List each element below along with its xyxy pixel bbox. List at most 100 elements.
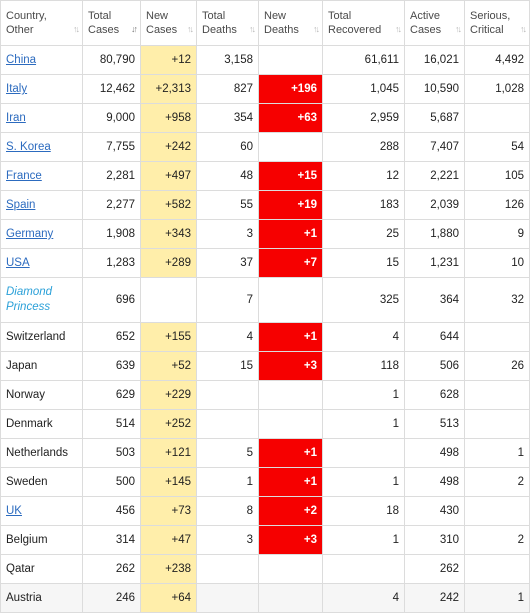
total-cases-cell: 246 <box>82 583 141 613</box>
total-cases-cell: 639 <box>82 351 141 381</box>
country-cell: Italy <box>0 74 83 104</box>
active-cases-cell: 2,039 <box>404 190 465 220</box>
new-deaths-cell <box>258 583 323 613</box>
table-row: Denmark 514 +252 1 513 <box>0 409 530 439</box>
new-cases-cell: +121 <box>140 438 197 468</box>
country-cell: USA <box>0 248 83 278</box>
new-deaths-cell: +15 <box>258 161 323 191</box>
country-link[interactable]: Spain <box>6 199 36 211</box>
new-cases-cell: +343 <box>140 219 197 249</box>
new-deaths-cell: +19 <box>258 190 323 220</box>
column-header-new-cases[interactable]: New Cases ↑↓ <box>140 0 197 46</box>
serious-critical-cell: 9 <box>464 219 530 249</box>
table-row: Japan 639 +52 15 +3 118 506 26 <box>0 351 530 381</box>
total-deaths-cell <box>196 583 259 613</box>
country-cell: Japan <box>0 351 83 381</box>
sort-icon: ↑↓ <box>313 24 320 34</box>
country-link[interactable]: China <box>6 54 37 66</box>
column-header-label: Total Deaths <box>202 10 237 36</box>
total-recovered-cell: 25 <box>322 219 405 249</box>
total-deaths-cell: 1 <box>196 467 259 497</box>
active-cases-cell: 1,880 <box>404 219 465 249</box>
country-link[interactable]: Iran <box>6 112 26 124</box>
column-header-label: Total Cases <box>88 10 120 36</box>
total-recovered-cell: 12 <box>322 161 405 191</box>
new-deaths-cell <box>258 380 323 410</box>
column-header-label: Active Cases <box>410 10 442 36</box>
total-deaths-cell: 827 <box>196 74 259 104</box>
total-recovered-cell: 15 <box>322 248 405 278</box>
country-cell: Switzerland <box>0 322 83 352</box>
total-recovered-cell: 1 <box>322 525 405 555</box>
country-link[interactable]: France <box>6 170 42 182</box>
new-cases-cell: +2,313 <box>140 74 197 104</box>
new-cases-cell: +73 <box>140 496 197 526</box>
column-header-active-cases[interactable]: Active Cases ↑↓ <box>404 0 465 46</box>
header-row: Country, Other ↑↓ Total Cases ↓↑ New Cases ↑↓… <box>0 0 530 46</box>
serious-critical-cell: 1,028 <box>464 74 530 104</box>
new-deaths-cell: +63 <box>258 103 323 133</box>
total-deaths-cell: 7 <box>196 277 259 323</box>
active-cases-cell: 506 <box>404 351 465 381</box>
country-link[interactable]: S. Korea <box>6 141 51 153</box>
new-deaths-cell: +1 <box>258 438 323 468</box>
new-cases-cell: +238 <box>140 554 197 584</box>
country-cell: Sweden <box>0 467 83 497</box>
active-cases-cell: 430 <box>404 496 465 526</box>
column-header-total-recovered[interactable]: Total Recovered ↑↓ <box>322 0 405 46</box>
serious-critical-cell: 26 <box>464 351 530 381</box>
table-row: Switzerland 652 +155 4 +1 4 644 <box>0 322 530 352</box>
active-cases-cell: 498 <box>404 438 465 468</box>
new-deaths-cell: +3 <box>258 525 323 555</box>
country-link[interactable]: Diamond Princess <box>6 286 53 313</box>
column-header-country[interactable]: Country, Other ↑↓ <box>0 0 83 46</box>
new-deaths-cell: +1 <box>258 322 323 352</box>
new-cases-cell: +229 <box>140 380 197 410</box>
total-recovered-cell: 4 <box>322 322 405 352</box>
total-recovered-cell <box>322 438 405 468</box>
total-deaths-cell <box>196 380 259 410</box>
total-recovered-cell: 288 <box>322 132 405 162</box>
country-cell: Spain <box>0 190 83 220</box>
serious-critical-cell: 2 <box>464 525 530 555</box>
country-link[interactable]: Italy <box>6 83 28 95</box>
total-recovered-cell <box>322 554 405 584</box>
column-header-total-cases[interactable]: Total Cases ↓↑ <box>82 0 141 46</box>
total-cases-cell: 2,281 <box>82 161 141 191</box>
new-deaths-cell: +3 <box>258 351 323 381</box>
total-recovered-cell: 183 <box>322 190 405 220</box>
column-header-new-deaths[interactable]: New Deaths ↑↓ <box>258 0 323 46</box>
active-cases-cell: 16,021 <box>404 45 465 75</box>
country-link[interactable]: USA <box>6 257 30 269</box>
table-row: Italy 12,462 +2,313 827 +196 1,045 10,590 1,028 <box>0 74 530 104</box>
table-row: China 80,790 +12 3,158 61,611 16,021 4,492 <box>0 45 530 75</box>
serious-critical-cell: 10 <box>464 248 530 278</box>
total-recovered-cell: 1 <box>322 467 405 497</box>
total-recovered-cell: 4 <box>322 583 405 613</box>
column-header-total-deaths[interactable]: Total Deaths ↑↓ <box>196 0 259 46</box>
new-cases-cell: +497 <box>140 161 197 191</box>
active-cases-cell: 7,407 <box>404 132 465 162</box>
active-cases-cell: 262 <box>404 554 465 584</box>
total-cases-cell: 314 <box>82 525 141 555</box>
table-body: China 80,790 +12 3,158 61,611 16,021 4,492 Ital… <box>0 45 530 613</box>
country-link[interactable]: UK <box>6 505 22 517</box>
total-cases-cell: 629 <box>82 380 141 410</box>
table-row: Diamond Princess 696 7 325 364 32 <box>0 277 530 323</box>
column-header-serious-critical[interactable]: Serious, Critical ↑↓ <box>464 0 530 46</box>
new-deaths-cell: +7 <box>258 248 323 278</box>
active-cases-cell: 513 <box>404 409 465 439</box>
column-header-label: New Deaths <box>264 10 299 36</box>
total-recovered-cell: 118 <box>322 351 405 381</box>
new-deaths-cell <box>258 554 323 584</box>
active-cases-cell: 2,221 <box>404 161 465 191</box>
total-cases-cell: 7,755 <box>82 132 141 162</box>
serious-critical-cell: 32 <box>464 277 530 323</box>
new-deaths-cell: +1 <box>258 219 323 249</box>
table-header: Country, Other ↑↓ Total Cases ↓↑ New Cases ↑↓… <box>0 0 530 46</box>
sort-icon: ↑↓ <box>395 24 402 34</box>
table-row: France 2,281 +497 48 +15 12 2,221 105 <box>0 161 530 191</box>
country-link[interactable]: Germany <box>6 228 54 240</box>
column-header-label: Total Recovered <box>328 10 382 36</box>
sort-icon: ↑↓ <box>73 24 80 34</box>
